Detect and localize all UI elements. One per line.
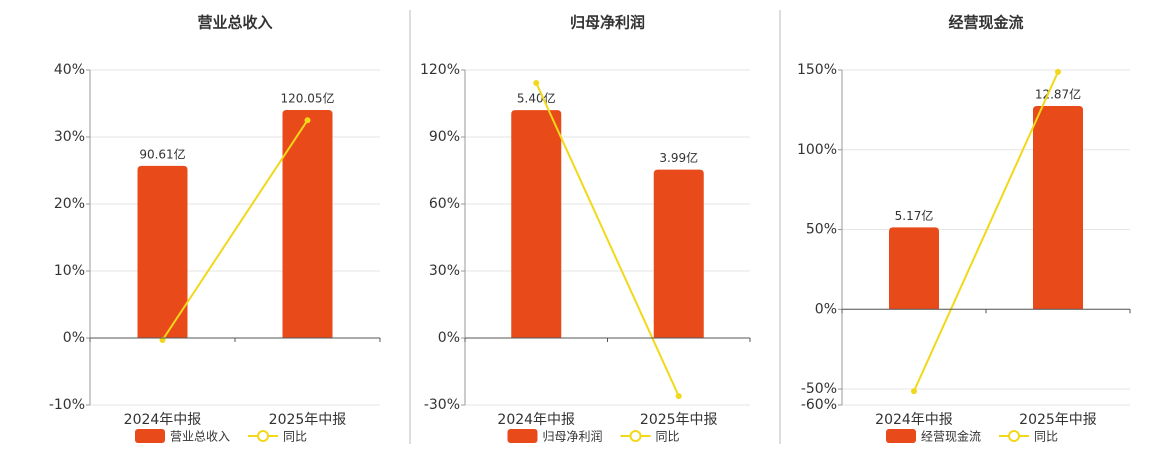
x-tick-label: 2025年中报 <box>1019 412 1097 428</box>
value-label: 5.17亿 <box>895 208 934 223</box>
bar <box>1033 105 1083 309</box>
chart-title: 归母净利润 <box>570 14 645 32</box>
legend-label: 同比 <box>283 430 307 444</box>
line-point <box>675 393 682 400</box>
y-tick-label: -30% <box>424 397 460 413</box>
y-tick-label: 0% <box>815 301 837 317</box>
y-tick-label: 50% <box>806 222 837 238</box>
legend-swatch <box>886 429 916 443</box>
y-tick-label: 10% <box>54 263 85 279</box>
legend-label: 营业总收入 <box>170 430 230 444</box>
line <box>535 82 680 397</box>
line <box>913 71 1059 392</box>
line-point <box>1055 68 1061 75</box>
bar <box>282 109 333 338</box>
value-label: 12.87亿 <box>1035 86 1081 101</box>
y-tick-label: 100% <box>797 142 837 158</box>
y-tick-label: 0% <box>438 330 460 346</box>
bar <box>511 110 562 338</box>
y-tick-label: 120% <box>420 62 460 78</box>
y-tick-label: -10% <box>49 397 85 413</box>
value-label: 120.05亿 <box>281 90 335 105</box>
x-tick-label: 2024年中报 <box>124 412 202 428</box>
legend-label: 同比 <box>1034 430 1058 444</box>
legend-swatch <box>1008 430 1021 442</box>
y-tick-label: 0% <box>63 330 85 346</box>
legend-label: 同比 <box>656 430 680 444</box>
line-point <box>533 79 540 86</box>
y-tick-label: 40% <box>54 62 85 78</box>
y-tick-label: 30% <box>54 129 85 145</box>
x-tick-label: 2024年中报 <box>497 412 575 428</box>
y-tick-label: 90% <box>429 129 460 145</box>
chart-title: 经营现金流 <box>948 14 1023 32</box>
y-tick-label: -50% <box>801 381 837 397</box>
legend-label: 归母净利润 <box>543 430 603 444</box>
y-tick-label: 30% <box>429 263 460 279</box>
chart-title: 营业总收入 <box>197 14 272 32</box>
legend-label: 经营现金流 <box>921 429 981 444</box>
bar <box>137 165 188 338</box>
y-tick-label: 60% <box>429 196 460 212</box>
value-label: 90.61亿 <box>139 146 185 161</box>
y-tick-label: 20% <box>54 196 85 212</box>
legend-swatch <box>629 430 642 442</box>
line-point <box>911 388 917 395</box>
bar <box>653 169 704 338</box>
line <box>161 119 309 341</box>
x-tick-label: 2025年中报 <box>640 412 718 428</box>
y-tick-label: 150% <box>797 62 837 78</box>
legend-swatch <box>257 430 270 442</box>
value-label: 5.40亿 <box>517 91 556 106</box>
legend-swatch <box>507 429 538 443</box>
line-point <box>304 117 311 124</box>
value-label: 3.99亿 <box>659 150 698 165</box>
line-point <box>159 337 166 344</box>
x-tick-label: 2025年中报 <box>269 412 347 428</box>
bar <box>889 227 939 309</box>
legend-swatch <box>135 429 165 443</box>
x-tick-label: 2024年中报 <box>875 412 953 428</box>
y-tick-label: -60% <box>801 397 837 413</box>
